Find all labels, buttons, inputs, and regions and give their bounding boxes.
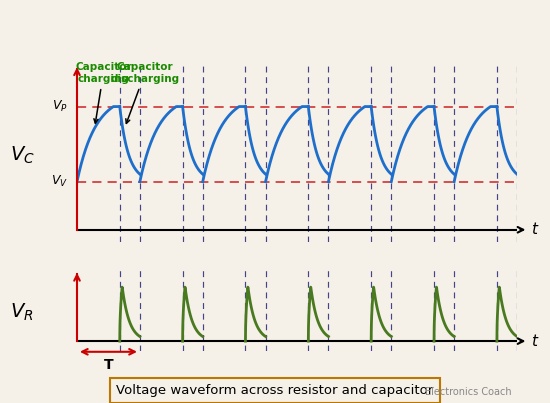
Text: $V_P$: $V_P$ (52, 99, 68, 114)
Text: T: T (103, 358, 113, 372)
Text: $V_C$: $V_C$ (9, 145, 35, 166)
Text: $V_V$: $V_V$ (51, 174, 68, 189)
Text: Capacitor
discharging: Capacitor discharging (111, 62, 179, 123)
Text: t: t (531, 222, 537, 237)
Text: Electronics Coach: Electronics Coach (425, 387, 512, 397)
Text: Capacitor
charging: Capacitor charging (75, 62, 131, 123)
Text: t: t (531, 334, 537, 349)
Text: $V_R$: $V_R$ (10, 302, 34, 323)
Text: Voltage waveform across resistor and capacitor: Voltage waveform across resistor and cap… (117, 384, 433, 397)
